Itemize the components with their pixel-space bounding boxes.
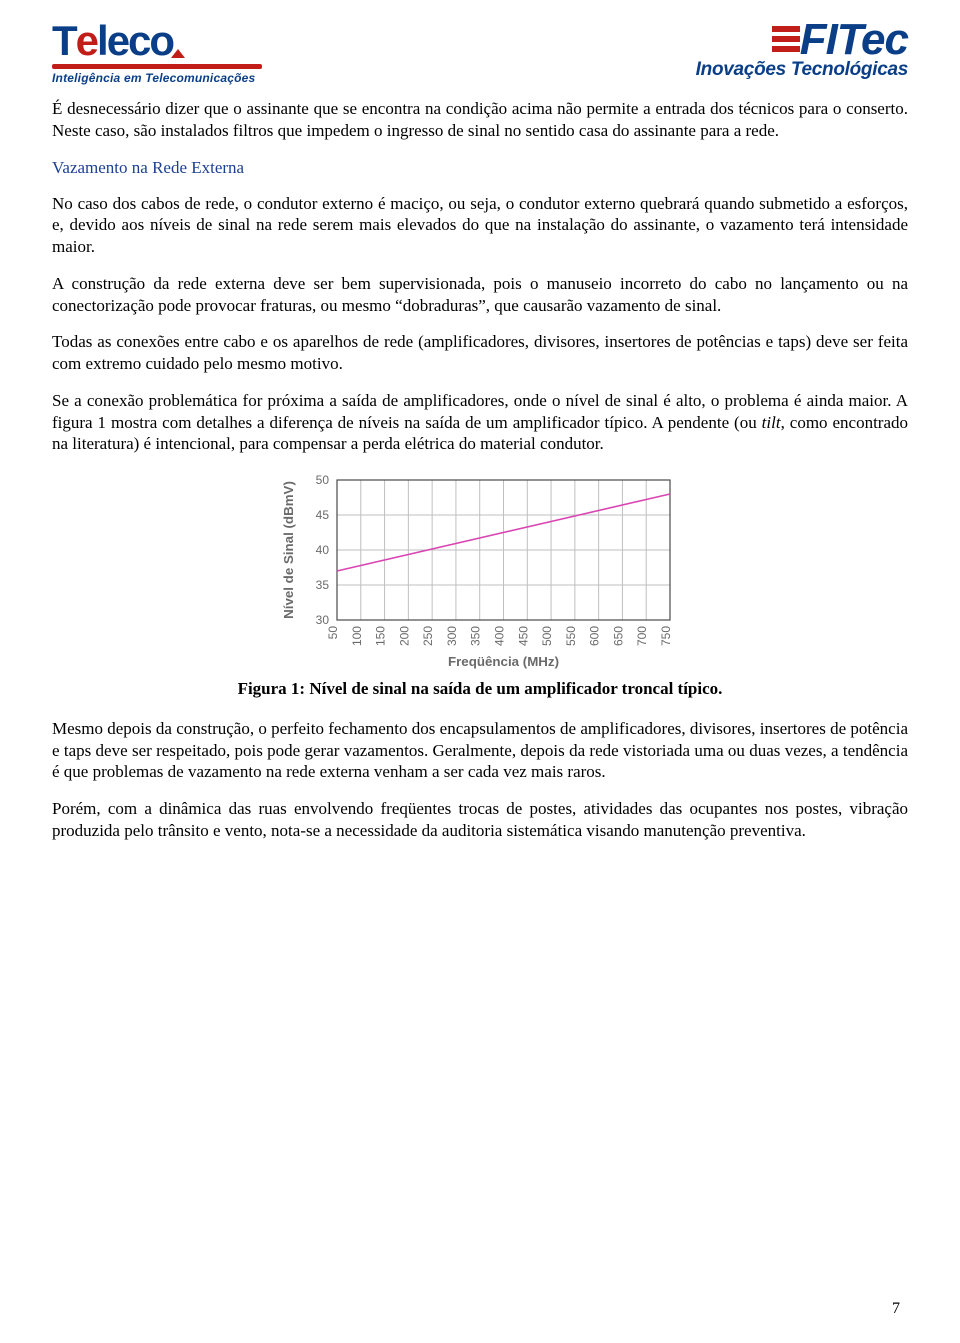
svg-text:150: 150 <box>374 626 388 646</box>
fitec-text: FITec <box>800 20 908 60</box>
svg-text:Nível de Sinal (dBmV): Nível de Sinal (dBmV) <box>281 481 296 619</box>
fitec-wordmark: FITec <box>648 20 908 60</box>
teleco-underline <box>52 64 262 69</box>
teleco-e2: e <box>107 20 128 62</box>
teleco-caret-icon <box>171 49 185 58</box>
figure-1-caption: Figura 1: Nível de sinal na saída de um … <box>52 678 908 700</box>
svg-text:450: 450 <box>516 626 530 646</box>
svg-text:50: 50 <box>326 626 340 640</box>
svg-text:600: 600 <box>588 626 602 646</box>
svg-text:300: 300 <box>445 626 459 646</box>
fitec-bars-icon <box>772 26 800 52</box>
teleco-e1: e <box>76 20 97 62</box>
teleco-l: l <box>97 20 107 62</box>
paragraph-7: Porém, com a dinâmica das ruas envolvend… <box>52 798 908 842</box>
teleco-wordmark: T e l e c o <box>52 20 272 62</box>
svg-text:50: 50 <box>316 473 330 487</box>
svg-text:Freqüência (MHz): Freqüência (MHz) <box>448 654 559 669</box>
svg-text:200: 200 <box>397 626 411 646</box>
svg-text:500: 500 <box>540 626 554 646</box>
svg-text:750: 750 <box>659 626 673 646</box>
paragraph-3: A construção da rede externa deve ser be… <box>52 273 908 317</box>
page-number: 7 <box>892 1299 900 1319</box>
teleco-tagline: Inteligência em Telecomunicações <box>52 71 272 86</box>
svg-text:650: 650 <box>611 626 625 646</box>
svg-text:35: 35 <box>316 578 330 592</box>
svg-text:700: 700 <box>635 626 649 646</box>
paragraph-2: No caso dos cabos de rede, o condutor ex… <box>52 193 908 258</box>
tilt-term: tilt <box>762 413 781 432</box>
teleco-c: c <box>128 20 149 62</box>
svg-text:45: 45 <box>316 508 330 522</box>
svg-text:40: 40 <box>316 543 330 557</box>
svg-text:400: 400 <box>493 626 507 646</box>
svg-text:30: 30 <box>316 613 330 627</box>
subheading-vazamento: Vazamento na Rede Externa <box>52 157 908 179</box>
page-header: T e l e c o Inteligência em Telecomunica… <box>52 20 908 86</box>
svg-text:250: 250 <box>421 626 435 646</box>
svg-text:100: 100 <box>350 626 364 646</box>
fitec-logo: FITec Inovações Tecnológicas <box>648 20 908 82</box>
svg-text:550: 550 <box>564 626 578 646</box>
paragraph-4: Todas as conexões entre cabo e os aparel… <box>52 331 908 375</box>
teleco-T: T <box>52 20 76 62</box>
fitec-tagline: Inovações Tecnológicas <box>648 58 908 82</box>
teleco-o: o <box>149 20 173 62</box>
paragraph-1: É desnecessário dizer que o assinante qu… <box>52 98 908 142</box>
teleco-logo: T e l e c o Inteligência em Telecomunica… <box>52 20 272 86</box>
paragraph-6: Mesmo depois da construção, o perfeito f… <box>52 718 908 783</box>
svg-text:350: 350 <box>469 626 483 646</box>
chart-svg: 50 100 150 200 250 300 350 400 450 500 550 600 650 70… <box>275 470 685 670</box>
figure-1-chart: 50 100 150 200 250 300 350 400 450 500 550 600 650 70… <box>270 470 690 670</box>
paragraph-5: Se a conexão problemática for próxima a … <box>52 390 908 455</box>
